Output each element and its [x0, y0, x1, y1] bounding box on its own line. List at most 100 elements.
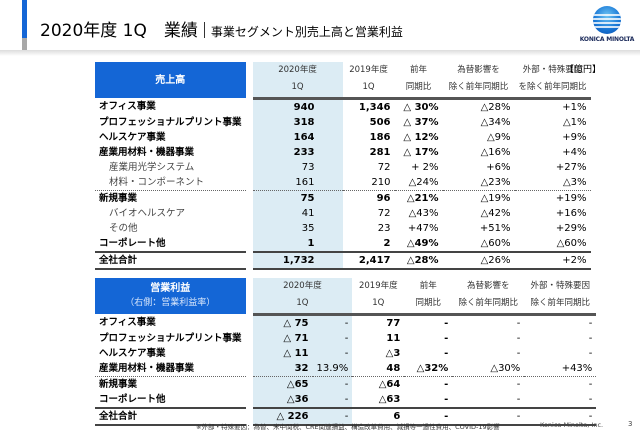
- value-ex: +43%: [524, 360, 597, 377]
- value-fy2019: △64: [378, 378, 401, 390]
- value-fx: +6%: [486, 161, 511, 173]
- value-ex: -: [524, 406, 597, 426]
- value-yoy: △32%: [404, 360, 453, 377]
- value-fy2019: 48: [352, 360, 405, 377]
- value-fx: -: [452, 406, 525, 426]
- table-row: ヘルスケア事業 △ 11- △3- - -: [95, 345, 596, 361]
- logo-text: KONICA MINOLTA: [579, 36, 635, 43]
- value-yoy: △49%: [406, 237, 439, 249]
- value-fx: -: [516, 317, 521, 329]
- value-yoy: -: [444, 317, 449, 329]
- table-row: その他 35 23 +47% +51% +29%: [95, 220, 591, 236]
- op-heading-subtitle: （右側：営業利益率）: [125, 298, 216, 308]
- unit-label: 【億円】: [565, 65, 602, 75]
- value-fy2020: △65: [252, 376, 313, 392]
- table-row: バイオヘルスケア 41 72 △43% △42% +16%: [95, 205, 591, 221]
- table-row: 全社合計 1,732 2,417 △28% △26% +2%: [95, 250, 591, 270]
- value-fy2020: 940: [252, 98, 343, 115]
- col-fx-sub: 除く前年同期比: [452, 295, 525, 316]
- row-label: バイオヘルスケア: [109, 207, 186, 219]
- col-fy2020: 2020年度: [252, 278, 353, 296]
- value-yoy: △24%: [394, 174, 443, 191]
- value-fy2020: 318: [252, 114, 343, 130]
- value-fx: △60%: [480, 237, 511, 249]
- table-row: プロフェッショナルプリント事業 △ 71-11- - -: [95, 330, 596, 346]
- value-yoy: +47%: [407, 222, 439, 234]
- value-fy2020: △36: [252, 391, 313, 408]
- accent-bar-blue: [22, 0, 27, 38]
- col-fx: 為替影響を: [467, 281, 510, 292]
- row-label: ヘルスケア事業: [99, 131, 166, 143]
- value-yoy: △43%: [408, 207, 439, 219]
- value-yoy: △ 30%: [403, 101, 439, 113]
- op-header-row-2: 1Q 1Q 同期比 除く前年同期比 除く前年同期比: [95, 295, 597, 316]
- value-ex: △60%: [556, 237, 587, 249]
- row-label: その他: [109, 222, 138, 234]
- value-ex: -: [588, 317, 593, 329]
- gap: [246, 361, 253, 377]
- value-fy2019: 2: [383, 237, 391, 249]
- value-fx: △9%: [486, 131, 511, 143]
- row-label: オフィス事業: [99, 100, 156, 112]
- value-fy2019: 72: [377, 161, 391, 173]
- gap: [246, 392, 253, 408]
- value-ex: -: [588, 332, 593, 344]
- gap: [246, 346, 253, 361]
- header-shadow: [0, 50, 640, 56]
- gap: [246, 376, 253, 392]
- table-row: オフィス事業 940 1,346 △ 30% △28% +1%: [95, 98, 591, 115]
- value-fx: △26%: [442, 250, 515, 270]
- value-fy2019: 1,346: [358, 101, 391, 113]
- value-yoy: -: [444, 347, 449, 359]
- value-ex: +2%: [514, 250, 591, 270]
- col-fy2019: 2019年度: [349, 65, 388, 76]
- col-ex: 外部・特殊要因: [530, 281, 591, 292]
- sales-heading: 売上高: [95, 62, 246, 98]
- gap: [246, 190, 253, 206]
- col-yoy: 前年: [410, 65, 428, 76]
- col-fy2020-quarter: 1Q: [252, 79, 343, 100]
- title-main: 2020年度 1Q 業績: [40, 21, 198, 41]
- value-fy2020: 75: [252, 190, 343, 206]
- value-ex: +19%: [555, 192, 587, 204]
- company-name: Konica Minolta, Inc.: [540, 421, 604, 429]
- footnote: ※外部・特殊要因：為替、米中関税、CRE関連損益、構造改革費用、減損等一過性費用…: [196, 423, 500, 431]
- page-title: 2020年度 1Q 業績 事業セグメント別売上高と営業利益: [40, 16, 403, 41]
- row-label: コーポレート他: [99, 393, 166, 405]
- value-ex: -: [588, 393, 593, 405]
- table-row: 全社合計 △ 226-6- - -: [95, 406, 597, 426]
- value-fy2019: 186: [369, 131, 391, 143]
- value-ex: +29%: [555, 222, 587, 234]
- value-fy2020: 1,732: [252, 250, 343, 270]
- value-yoy: + 2%: [411, 161, 439, 173]
- value-margin: -: [312, 330, 353, 346]
- gap: [246, 115, 253, 130]
- value-fy2019: 72: [377, 207, 391, 219]
- value-fx: -: [516, 332, 521, 344]
- value-yoy: △21%: [406, 192, 439, 204]
- value-fx: △16%: [480, 146, 511, 158]
- value-fy2019: 77: [386, 317, 401, 329]
- op-heading-title: 営業利益: [150, 283, 191, 294]
- value-fx: -: [516, 347, 521, 359]
- title-separator: [203, 22, 205, 38]
- gap: [246, 160, 253, 175]
- value-fy2020: 161: [252, 174, 343, 191]
- value-fy2020: △ 11: [252, 345, 313, 361]
- value-fy2019: 6: [352, 406, 405, 426]
- gap: [246, 252, 253, 269]
- company-logo: KONICA MINOLTA: [578, 6, 636, 46]
- table-row: ヘルスケア事業 164 186 △ 12% △9% +9%: [95, 129, 591, 145]
- gap: [246, 145, 253, 160]
- col-ex: 外部・特殊要因: [522, 65, 583, 76]
- sales-header-row-2: 1Q 1Q 同期比 除く前年同期比 を除く前年同期比: [95, 79, 591, 100]
- row-label: オフィス事業: [99, 316, 156, 328]
- value-fy2019: 11: [386, 332, 401, 344]
- gap: [246, 130, 253, 145]
- value-fx: △42%: [480, 207, 511, 219]
- row-label: プロフェッショナルプリント事業: [99, 332, 242, 344]
- value-ex: △1%: [562, 116, 587, 128]
- value-fy2020: △ 71: [252, 330, 313, 346]
- row-label: ヘルスケア事業: [99, 347, 166, 359]
- table-row: 材料・コンポーネント 161 210 △24% △23% △3%: [95, 174, 591, 191]
